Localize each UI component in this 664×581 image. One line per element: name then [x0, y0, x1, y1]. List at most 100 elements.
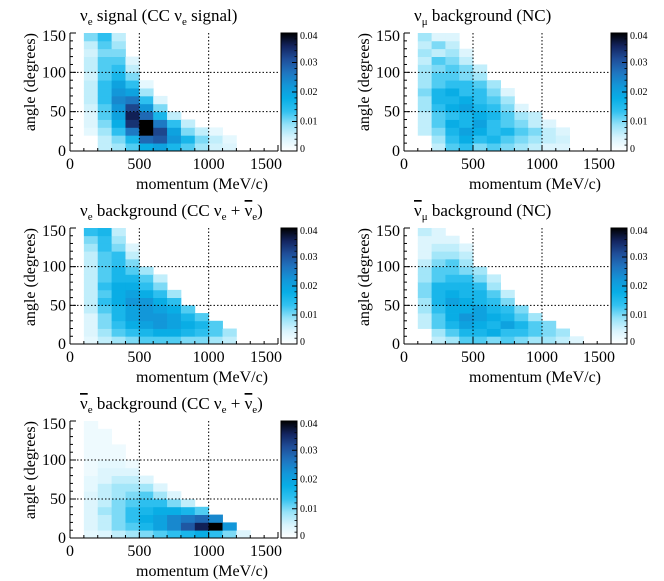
heatmap-bin: [153, 119, 168, 128]
heatmap-bin: [486, 328, 501, 337]
heatmap-bin: [97, 282, 112, 291]
heatmap-bin: [500, 143, 515, 152]
heatmap-bin: [528, 135, 543, 144]
heatmap-bin: [445, 56, 460, 65]
heatmap-bin: [97, 251, 112, 260]
heatmap-bin: [139, 274, 154, 283]
heatmap-bin: [431, 64, 446, 73]
heatmap-bin: [153, 530, 168, 539]
heatmap-bin: [97, 48, 112, 57]
color-bar-tick-label: 0.03: [300, 252, 318, 263]
heatmap-panel-4: 0 500 1000 1500 0 50 100 150 momentum (MeV/c) ang…: [356, 201, 648, 386]
heatmap-bin: [500, 289, 515, 298]
heatmap-bin: [125, 467, 140, 476]
heatmap-bin: [97, 313, 112, 322]
heatmap-bin: [97, 522, 112, 531]
heatmap-bin: [180, 506, 196, 515]
heatmap-bin: [97, 72, 112, 81]
heatmap-bin: [83, 297, 99, 306]
heatmap-bin: [111, 111, 126, 120]
heatmap-bin: [431, 48, 446, 57]
heatmap-bin: [111, 251, 126, 260]
heatmap-bin: [473, 274, 488, 283]
heatmap-bin: [139, 266, 154, 275]
heatmap-bin: [167, 313, 182, 322]
heatmap-bin: [473, 289, 488, 298]
heatmap-bin: [473, 282, 488, 291]
x-tick-label: 1000: [193, 543, 225, 560]
heatmap-bin: [500, 127, 515, 136]
heatmap-bin: [125, 95, 140, 105]
y-tick-label: 150: [42, 416, 66, 433]
heatmap-bin: [139, 88, 154, 97]
x-tick-label: 0: [400, 349, 408, 366]
heatmap-bin: [83, 119, 99, 128]
heatmap-bin: [445, 235, 460, 244]
heatmap-bin: [431, 119, 446, 128]
heatmap-bin: [445, 258, 460, 268]
heatmap-bin: [417, 40, 432, 50]
heatmap-bin: [459, 243, 474, 252]
heatmap-bin: [445, 297, 460, 306]
heatmap-bin: [125, 475, 140, 484]
heatmap-bin: [83, 88, 99, 97]
heatmap-bin: [473, 313, 488, 322]
x-tick-label: 500: [127, 156, 151, 173]
heatmap-bin: [83, 460, 99, 469]
heatmap-bin: [431, 103, 446, 113]
heatmap-bin: [486, 313, 501, 322]
heatmap-bin: [445, 305, 460, 314]
heatmap-bin: [486, 95, 501, 105]
y-tick-label: 150: [376, 223, 400, 240]
heatmap-bin: [83, 48, 99, 57]
heatmap-bin: [97, 452, 112, 461]
heatmap-bin: [125, 88, 140, 97]
heatmap-bin: [486, 103, 501, 113]
heatmap-bin: [194, 514, 210, 523]
heatmap-bin: [111, 289, 126, 298]
heatmap-bin: [125, 80, 140, 89]
y-tick-label: 100: [42, 452, 66, 469]
heatmap-bin: [139, 320, 154, 329]
heatmap-bin: [153, 483, 168, 492]
heatmap-bin: [445, 127, 460, 136]
heatmap-bin: [111, 483, 126, 492]
heatmap-bin: [97, 530, 112, 539]
heatmap-bin: [139, 80, 154, 89]
heatmap-bin: [445, 40, 460, 50]
heatmap-bin: [514, 320, 529, 329]
heatmap-bin: [459, 64, 474, 73]
heatmap-bin: [167, 491, 182, 500]
heatmap-bin: [473, 320, 488, 329]
x-axis-label: momentum (MeV/c): [469, 369, 601, 386]
y-tick-label: 100: [376, 64, 400, 81]
heatmap-bin: [111, 274, 126, 283]
heatmap-bin: [97, 328, 112, 337]
heatmap-bin: [486, 289, 501, 298]
heatmap-bin: [417, 289, 432, 298]
heatmap-bin: [125, 460, 140, 469]
heatmap-bin: [194, 530, 210, 539]
heatmap-bin: [83, 243, 99, 252]
heatmap-bin: [528, 336, 543, 345]
y-axis-label: angle (degrees): [22, 421, 39, 519]
heatmap-bin: [97, 444, 112, 453]
heatmap-bin: [417, 64, 432, 73]
heatmap-bin: [111, 40, 126, 50]
heatmap-bin: [125, 266, 140, 275]
heatmap-bin: [111, 143, 126, 152]
heatmap-bin: [97, 103, 112, 113]
heatmap-bin: [431, 258, 446, 268]
heatmap-bin: [459, 328, 474, 337]
heatmap-bin: [125, 328, 140, 337]
heatmap-bin: [459, 80, 474, 89]
heatmap-bin: [167, 289, 182, 298]
heatmap-bin: [473, 95, 488, 105]
heatmap-bin: [83, 95, 99, 105]
heatmap-bin: [139, 135, 154, 144]
heatmap-bin: [473, 135, 488, 144]
heatmap-bin: [180, 135, 196, 144]
heatmap-bin: [431, 266, 446, 275]
heatmap-bin: [111, 119, 126, 128]
